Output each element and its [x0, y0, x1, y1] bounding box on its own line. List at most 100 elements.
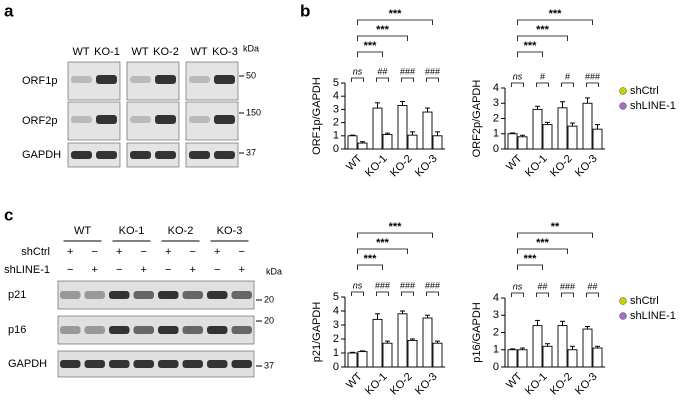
bar — [507, 349, 518, 368]
y-tick-label: 2 — [333, 117, 339, 129]
y-tick-label: 1 — [333, 347, 339, 359]
condition-sign: − — [214, 264, 220, 276]
bar — [517, 136, 528, 150]
comparison-bracket — [517, 35, 568, 41]
y-tick-label: 0 — [333, 361, 339, 373]
x-tick-label: KO-3 — [413, 153, 440, 180]
significance-bracket — [586, 292, 599, 297]
condition-sign: + — [141, 264, 147, 276]
condition-sign: + — [67, 246, 73, 258]
bar — [582, 328, 593, 368]
blot-band — [207, 360, 228, 368]
lane-label: KO-3 — [212, 46, 238, 58]
y-tick-label: 1 — [493, 128, 499, 140]
bar — [432, 342, 443, 368]
blot-band — [155, 115, 176, 124]
panel-letter: a — [4, 1, 14, 20]
comparison-bracket — [357, 51, 383, 57]
comparison-label: *** — [549, 8, 563, 20]
significance-label: ns — [353, 280, 363, 290]
blot-band — [84, 360, 105, 368]
x-tick-label: KO-2 — [388, 153, 415, 180]
blot-band — [189, 151, 210, 159]
blot-band — [71, 151, 92, 159]
legend-label: shLINE-1 — [630, 100, 676, 112]
x-tick-label: KO-2 — [388, 371, 415, 398]
x-tick-label: KO-2 — [548, 153, 575, 180]
blot-band — [155, 75, 176, 84]
comparison-bracket — [357, 248, 408, 254]
x-tick-label: WT — [344, 370, 365, 391]
bar — [532, 325, 543, 368]
comparison-bracket — [357, 19, 433, 25]
blot-band — [130, 116, 151, 123]
bar — [357, 142, 368, 150]
condition-label: shLINE-1 — [4, 264, 50, 276]
condition-sign: − — [116, 264, 122, 276]
condition-sign: − — [165, 264, 171, 276]
y-tick-label: 0 — [333, 143, 339, 155]
comparison-bracket — [517, 264, 543, 270]
significance-label: ### — [585, 71, 600, 81]
blot-band — [231, 360, 252, 368]
significance-label: ## — [537, 281, 547, 291]
bar — [407, 339, 418, 368]
y-tick-label: 5 — [333, 77, 339, 89]
y-tick-label: 2 — [333, 333, 339, 345]
x-tick-label: KO-3 — [573, 153, 600, 180]
y-tick-label: 2 — [493, 326, 499, 338]
comparison-bracket — [517, 19, 593, 25]
lane-label: WT — [131, 46, 148, 58]
bar — [532, 108, 543, 150]
bar — [422, 317, 433, 368]
bar — [357, 351, 368, 368]
significance-label: ns — [513, 281, 523, 291]
blot-band — [109, 360, 130, 368]
blot-band — [214, 115, 235, 124]
blot-band — [133, 326, 154, 334]
significance-bracket — [561, 82, 574, 87]
comparison-label: *** — [376, 237, 390, 249]
blot-band — [71, 116, 92, 123]
bar — [347, 135, 358, 150]
significance-label: ### — [425, 66, 440, 76]
panel-letter: b — [300, 1, 310, 20]
kda-value: 37 — [246, 147, 256, 157]
blot-band — [130, 151, 151, 159]
blot-band — [109, 326, 130, 334]
condition-sign: + — [116, 246, 122, 258]
significance-label: ### — [425, 280, 440, 290]
blot-band — [133, 360, 154, 368]
bar — [422, 111, 433, 150]
bar — [542, 124, 553, 150]
blot-band — [182, 291, 203, 299]
significance-label: ## — [587, 281, 597, 291]
significance-bracket — [376, 77, 389, 82]
blot-band — [96, 115, 117, 124]
comparison-label: ** — [551, 221, 560, 233]
significance-bracket — [351, 291, 364, 296]
significance-label: ns — [353, 66, 363, 76]
row-label: p21 — [8, 289, 26, 301]
blot-band — [182, 360, 203, 368]
significance-bracket — [511, 292, 524, 297]
blot-band — [158, 291, 179, 299]
group-label: KO-2 — [168, 225, 194, 237]
bar — [397, 313, 408, 368]
significance-label: ### — [560, 281, 575, 291]
bar — [567, 349, 578, 368]
bar — [557, 325, 568, 368]
y-tick-label: 3 — [493, 309, 499, 321]
significance-label: ns — [513, 71, 523, 81]
blot-band — [182, 326, 203, 334]
comparison-bracket — [517, 248, 568, 254]
significance-bracket — [376, 291, 389, 296]
bar — [517, 349, 528, 368]
kda-value: 20 — [264, 315, 274, 325]
blot-band — [60, 291, 81, 299]
legend-marker — [619, 87, 627, 95]
row-label: p16 — [8, 324, 26, 336]
comparison-label: *** — [524, 40, 538, 52]
